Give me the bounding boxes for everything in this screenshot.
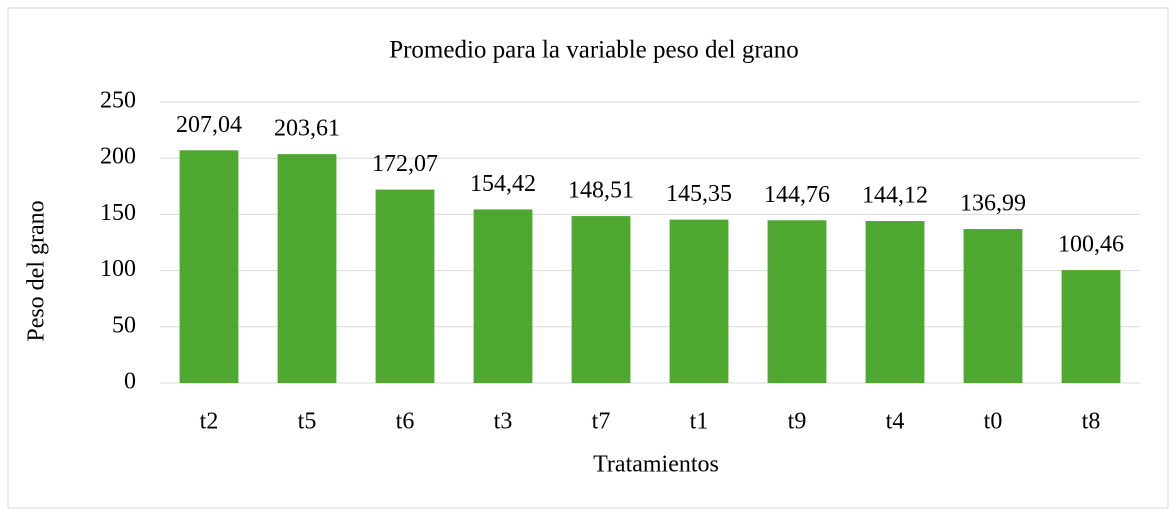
x-tick-label: t9 bbox=[788, 409, 807, 435]
data-label: 207,04 bbox=[176, 112, 242, 138]
bar bbox=[865, 221, 925, 383]
y-tick-label: 100 bbox=[100, 256, 136, 282]
y-tick-label: 0 bbox=[124, 369, 136, 395]
bar bbox=[571, 216, 631, 383]
bar bbox=[767, 220, 827, 383]
bar bbox=[277, 154, 337, 383]
x-tick-label: t3 bbox=[494, 409, 513, 435]
y-tick-label: 50 bbox=[112, 312, 136, 338]
data-label: 203,61 bbox=[274, 116, 340, 142]
bar bbox=[1061, 270, 1121, 383]
x-tick-label: t8 bbox=[1082, 409, 1101, 435]
x-tick-label: t6 bbox=[396, 409, 415, 435]
y-tick-label: 200 bbox=[100, 144, 136, 170]
data-label: 172,07 bbox=[372, 151, 438, 177]
bar bbox=[963, 229, 1023, 383]
data-label: 154,42 bbox=[470, 171, 536, 197]
data-label: 136,99 bbox=[960, 191, 1026, 217]
bar bbox=[669, 219, 729, 383]
data-label: 145,35 bbox=[666, 181, 732, 207]
data-label: 144,12 bbox=[862, 183, 928, 209]
data-label: 148,51 bbox=[568, 178, 634, 204]
y-tick-label: 150 bbox=[100, 200, 136, 226]
y-axis-label: Peso del grano bbox=[24, 200, 50, 341]
x-tick-label: t4 bbox=[886, 409, 905, 435]
x-tick-label: t7 bbox=[592, 409, 611, 435]
x-tick-label: t5 bbox=[298, 409, 317, 435]
x-tick-label: t0 bbox=[984, 409, 1003, 435]
bar bbox=[179, 150, 239, 383]
x-tick-label: t2 bbox=[200, 409, 219, 435]
x-tick-label: t1 bbox=[690, 409, 709, 435]
data-label: 144,76 bbox=[764, 182, 830, 208]
y-tick-label: 250 bbox=[100, 88, 136, 114]
data-label: 100,46 bbox=[1058, 232, 1124, 258]
x-axis-label: Tratamientos bbox=[593, 452, 719, 478]
chart-title: Promedio para la variable peso del grano bbox=[389, 37, 799, 64]
bar bbox=[473, 209, 533, 383]
bar bbox=[375, 189, 435, 383]
